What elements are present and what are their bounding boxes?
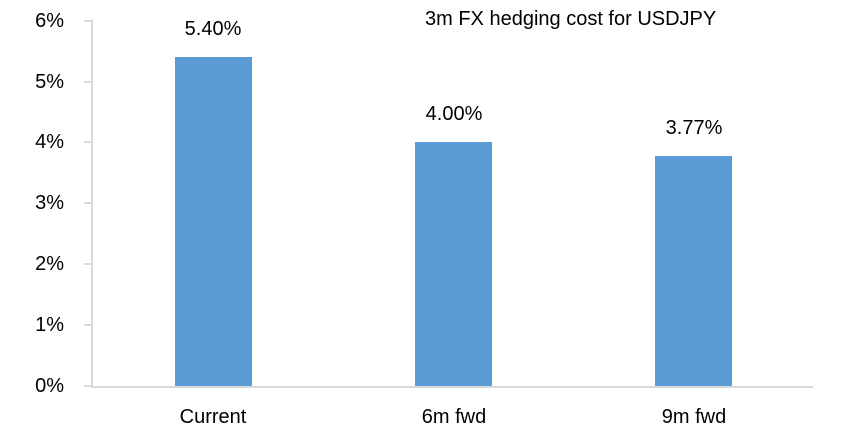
y-tick-mark xyxy=(84,19,92,22)
y-tick-label: 1% xyxy=(35,314,64,337)
y-tick-mark xyxy=(84,385,92,387)
bar-value-label: 4.00% xyxy=(425,103,483,125)
bar-value-label: 5.40% xyxy=(184,18,242,40)
y-tick-mark xyxy=(84,80,92,83)
y-tick-mark xyxy=(84,141,92,144)
y-tick-mark xyxy=(84,263,92,266)
y-axis xyxy=(91,19,93,387)
bar-9m-fwd xyxy=(655,156,732,386)
x-category-label: 9m fwd xyxy=(661,406,727,428)
y-tick-label: 6% xyxy=(35,9,64,32)
chart-title: 3m FX hedging cost for USDJPY xyxy=(425,8,717,30)
bar-current xyxy=(175,57,252,386)
y-tick-label: 0% xyxy=(35,375,64,397)
y-tick-mark xyxy=(84,202,92,205)
y-tick-label: 3% xyxy=(35,192,64,215)
bar-6m-fwd xyxy=(415,142,492,386)
x-axis xyxy=(91,386,813,388)
y-tick-mark xyxy=(84,324,92,327)
x-category-label: 6m fwd xyxy=(421,406,487,428)
y-tick-label: 2% xyxy=(35,253,64,276)
bar-value-label: 3.77% xyxy=(665,117,723,139)
y-tick-label: 5% xyxy=(35,70,64,93)
x-category-label: Current xyxy=(179,406,247,428)
y-tick-label: 4% xyxy=(35,131,64,154)
